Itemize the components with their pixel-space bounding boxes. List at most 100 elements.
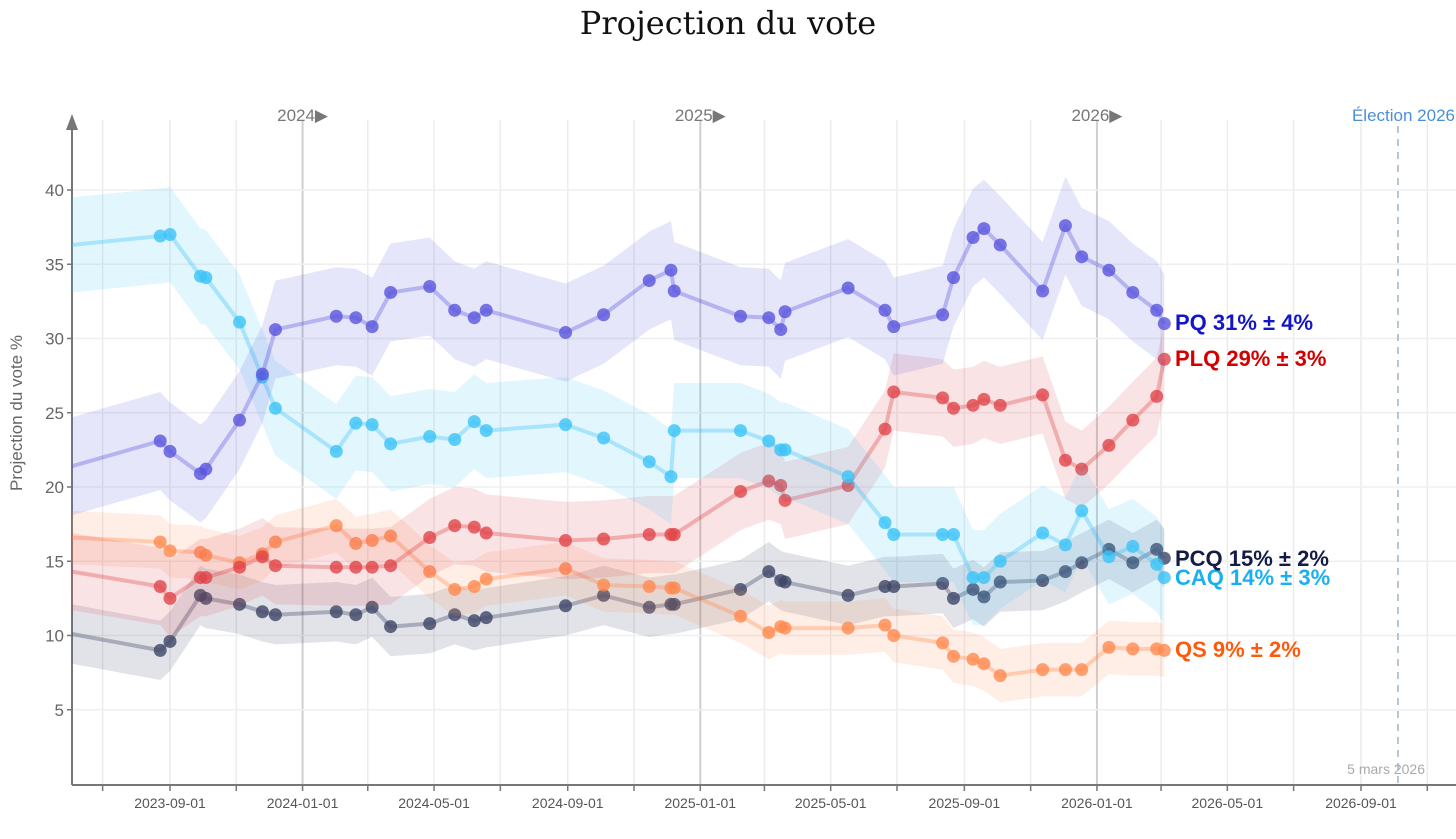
data-point bbox=[559, 562, 573, 576]
y-tick-label: 35 bbox=[45, 255, 64, 274]
x-tick-label: 2025-09-01 bbox=[929, 795, 1001, 811]
data-point bbox=[1036, 526, 1050, 540]
data-point bbox=[559, 599, 573, 613]
data-point bbox=[448, 303, 462, 317]
data-point bbox=[559, 533, 573, 547]
data-point bbox=[946, 401, 960, 415]
x-tick-label: 2026-05-01 bbox=[1192, 795, 1264, 811]
y-tick-label: 20 bbox=[45, 478, 64, 497]
data-point bbox=[479, 303, 493, 317]
data-point bbox=[734, 424, 748, 438]
data-point bbox=[479, 526, 493, 540]
data-point bbox=[597, 532, 611, 546]
y-tick-label: 10 bbox=[45, 627, 64, 646]
data-point bbox=[163, 591, 177, 605]
data-point bbox=[1102, 550, 1116, 564]
data-point bbox=[448, 582, 462, 596]
data-point bbox=[734, 309, 748, 323]
data-point bbox=[1126, 539, 1140, 553]
data-point bbox=[946, 649, 960, 663]
data-point bbox=[255, 367, 269, 381]
end-label-pq: PQ 31% ± 4% bbox=[1175, 310, 1313, 335]
data-point bbox=[384, 620, 398, 634]
data-point bbox=[1075, 556, 1089, 570]
data-point bbox=[667, 528, 681, 542]
data-point bbox=[993, 669, 1007, 683]
data-point bbox=[993, 398, 1007, 412]
data-point bbox=[1126, 642, 1140, 656]
data-point bbox=[887, 579, 901, 593]
data-point bbox=[1102, 438, 1116, 452]
data-point bbox=[233, 597, 247, 611]
confidence-band bbox=[72, 498, 1165, 703]
y-tick-label: 5 bbox=[55, 701, 64, 720]
data-point bbox=[887, 385, 901, 399]
series-plq bbox=[71, 320, 1171, 637]
data-point bbox=[233, 413, 247, 427]
data-point bbox=[774, 479, 788, 493]
data-point bbox=[1150, 303, 1164, 317]
data-point bbox=[977, 590, 991, 604]
data-point bbox=[467, 520, 481, 534]
data-point bbox=[467, 311, 481, 325]
confidence-band bbox=[72, 519, 1165, 681]
data-point bbox=[268, 535, 282, 549]
data-point bbox=[349, 608, 363, 622]
data-point bbox=[966, 231, 980, 245]
data-point bbox=[966, 398, 980, 412]
data-point bbox=[329, 444, 343, 458]
data-point bbox=[878, 422, 892, 436]
data-point bbox=[349, 560, 363, 574]
data-point bbox=[233, 560, 247, 574]
data-point bbox=[479, 572, 493, 586]
data-point bbox=[163, 634, 177, 648]
series-line bbox=[71, 232, 1167, 580]
data-point bbox=[163, 444, 177, 458]
data-point bbox=[199, 591, 213, 605]
data-point bbox=[1075, 504, 1089, 518]
data-point bbox=[384, 285, 398, 299]
data-point bbox=[467, 415, 481, 429]
data-point bbox=[778, 305, 792, 319]
year-marker: 2024▶ bbox=[277, 106, 329, 125]
data-point bbox=[233, 315, 247, 329]
data-point bbox=[774, 323, 788, 337]
data-point bbox=[1058, 453, 1072, 467]
data-point bbox=[841, 479, 855, 493]
data-point bbox=[423, 280, 437, 294]
data-point bbox=[268, 608, 282, 622]
data-point bbox=[199, 548, 213, 562]
data-point bbox=[762, 626, 776, 640]
series-qs bbox=[71, 498, 1171, 703]
data-point bbox=[479, 611, 493, 625]
data-point bbox=[778, 575, 792, 589]
data-point bbox=[1126, 413, 1140, 427]
data-point bbox=[423, 530, 437, 544]
data-point bbox=[878, 516, 892, 530]
confidence-band bbox=[72, 320, 1165, 637]
data-point bbox=[778, 443, 792, 457]
year-marker: 2025▶ bbox=[675, 106, 727, 125]
data-point bbox=[1150, 542, 1164, 556]
y-tick-label: 30 bbox=[45, 330, 64, 349]
data-point bbox=[778, 493, 792, 507]
data-point bbox=[1058, 219, 1072, 233]
election-label: Élection 2026 bbox=[1352, 106, 1455, 125]
data-point bbox=[153, 434, 167, 448]
data-point bbox=[762, 434, 776, 448]
data-point bbox=[936, 308, 950, 322]
data-point bbox=[467, 579, 481, 593]
y-tick-label: 15 bbox=[45, 552, 64, 571]
data-point bbox=[199, 271, 213, 285]
x-tick-label: 2024-05-01 bbox=[398, 795, 470, 811]
data-point bbox=[734, 484, 748, 498]
x-tick-label: 2023-09-01 bbox=[134, 795, 206, 811]
data-point bbox=[384, 529, 398, 543]
data-point bbox=[762, 565, 776, 579]
data-point bbox=[1036, 284, 1050, 298]
data-point bbox=[559, 326, 573, 340]
data-point bbox=[667, 284, 681, 298]
data-point bbox=[642, 274, 656, 288]
data-point bbox=[329, 605, 343, 619]
data-point bbox=[993, 238, 1007, 252]
